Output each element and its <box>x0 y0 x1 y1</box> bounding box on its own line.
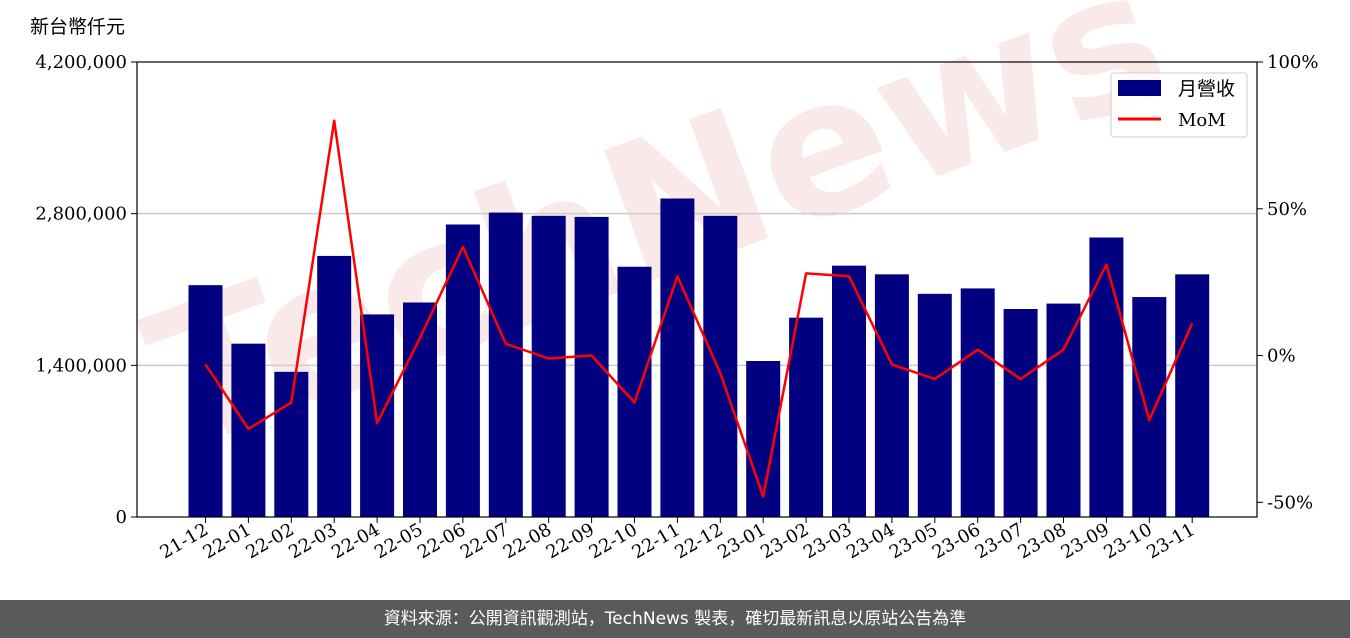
x-tick-label: 22-12 <box>671 519 726 563</box>
revenue-bar <box>960 288 995 517</box>
x-tick-label: 23-06 <box>929 519 984 563</box>
revenue-bar <box>789 317 824 517</box>
revenue-bar <box>1175 274 1210 517</box>
y-tick-label-left: 1,400,000 <box>35 355 127 376</box>
legend-label-mom: MoM <box>1178 110 1226 131</box>
x-tick-label: 22-02 <box>242 519 297 563</box>
revenue-bar <box>231 343 266 517</box>
x-tick-label: 22-03 <box>285 519 340 563</box>
y-tick-label-left: 0 <box>116 507 127 528</box>
y-tick-label-right: 100% <box>1267 52 1318 73</box>
y-axis-right: -50% 0% 50% 100% <box>1257 52 1318 513</box>
revenue-bar <box>874 274 909 517</box>
revenue-bar <box>660 198 695 517</box>
x-tick-label: 23-07 <box>972 519 1027 563</box>
revenue-bar <box>1132 297 1167 517</box>
x-tick-label: 22-05 <box>371 519 426 563</box>
x-tick-label: 22-10 <box>586 519 641 563</box>
y-axis-label: 新台幣仟元 <box>30 16 125 38</box>
y-tick-label-right: 50% <box>1267 199 1307 220</box>
x-tick-label: 22-06 <box>414 519 469 563</box>
mom-line-series <box>204 119 1194 498</box>
y-axis-left: 0 1,400,000 2,800,000 4,200,000 <box>35 52 137 528</box>
x-tick-label: 22-01 <box>199 519 254 563</box>
x-axis: 21-1222-0122-0222-0322-0422-0522-0622-07… <box>157 517 1199 563</box>
x-tick-label: 23-02 <box>757 519 812 563</box>
x-tick-label: 23-04 <box>843 519 898 563</box>
mom-line <box>204 119 1194 498</box>
revenue-bar <box>317 255 352 517</box>
x-tick-label: 23-01 <box>714 519 769 563</box>
y-tick-label-right: -50% <box>1267 492 1313 513</box>
y-tick-label-left: 4,200,000 <box>35 52 127 73</box>
revenue-bar <box>1046 303 1081 517</box>
bar-series <box>188 198 1210 518</box>
y-tick-label-left: 2,800,000 <box>35 204 127 225</box>
legend-bar-swatch <box>1118 80 1161 96</box>
legend: 月營收 MoM <box>1110 72 1248 138</box>
x-tick-label: 21-12 <box>157 519 212 563</box>
x-tick-label: 23-10 <box>1100 519 1155 563</box>
x-tick-label: 23-08 <box>1015 519 1070 563</box>
revenue-bar <box>445 224 480 517</box>
x-tick-label: 23-05 <box>886 519 941 563</box>
x-tick-label: 22-11 <box>628 519 683 563</box>
revenue-bar <box>1003 309 1038 517</box>
x-tick-label: 23-11 <box>1143 519 1198 563</box>
plot-frame <box>136 61 1258 518</box>
x-tick-label: 22-07 <box>457 519 512 563</box>
revenue-bar <box>617 266 652 517</box>
revenue-bar <box>703 215 738 518</box>
x-tick-label: 23-09 <box>1057 519 1112 563</box>
x-tick-label: 22-09 <box>543 519 598 563</box>
y-tick-label-right: 0% <box>1267 346 1296 367</box>
revenue-bar <box>274 371 309 517</box>
x-tick-label: 23-03 <box>800 519 855 563</box>
revenue-bar <box>403 302 437 517</box>
x-tick-label: 22-08 <box>500 519 555 563</box>
revenue-bar <box>488 212 523 518</box>
revenue-bar <box>531 215 566 518</box>
x-tick-label: 22-04 <box>328 519 383 563</box>
legend-label-revenue: 月營收 <box>1178 78 1235 100</box>
source-footer: 資料來源：公開資訊觀測站，TechNews 製表，確切最新訊息以原站公告為準 <box>0 600 1350 638</box>
revenue-bar <box>832 265 866 517</box>
revenue-bar <box>917 293 952 517</box>
revenue-bar <box>188 285 223 517</box>
revenue-bar <box>1089 237 1124 517</box>
